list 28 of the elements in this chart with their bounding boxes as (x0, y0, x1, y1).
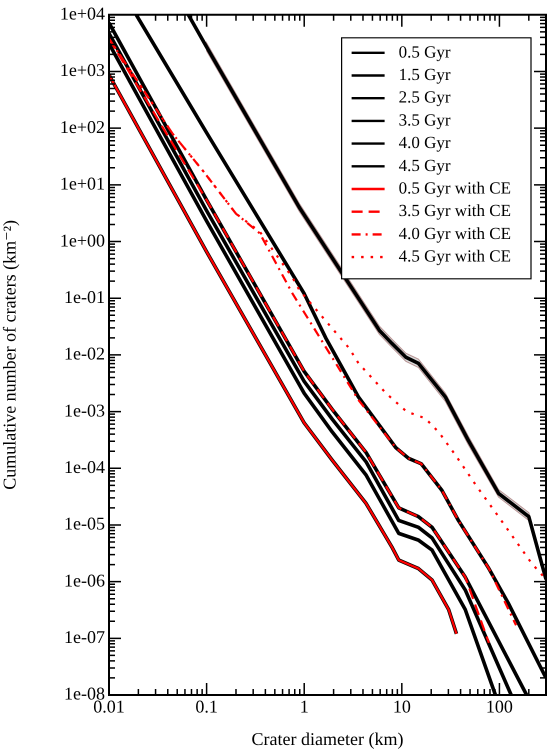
y-axis-title: Cumulative number of craters (km⁻²) (0, 220, 20, 490)
x-tick-label: 1 (300, 696, 309, 717)
legend-label: 4.0 Gyr (398, 133, 451, 152)
y-tick-label: 1e-02 (64, 344, 105, 364)
x-tick-label: 10 (392, 696, 411, 717)
legend-label: 0.5 Gyr with CE (398, 178, 512, 198)
y-tick-label: 1e+04 (60, 4, 105, 24)
x-axis-title: Crater diameter (km) (252, 728, 404, 749)
legend-label: 1.5 Gyr (398, 64, 451, 84)
legend-label: 4.5 Gyr (398, 156, 451, 175)
y-tick-label: 1e-03 (64, 400, 105, 420)
legend-label: 3.5 Gyr (398, 110, 451, 130)
legend-label: 0.5 Gyr (398, 42, 451, 62)
y-tick-label: 1e+00 (60, 230, 105, 250)
y-tick-label: 1e+03 (60, 60, 105, 80)
x-tick-label: 0.1 (195, 696, 218, 717)
y-tick-label: 1e+02 (60, 116, 105, 137)
y-tick-label: 1e-01 (64, 286, 105, 307)
y-tick-label: 1e-06 (64, 570, 105, 590)
y-tick-label: 1e+01 (60, 174, 105, 194)
legend-label: 3.5 Gyr with CE (398, 201, 512, 220)
y-tick-label: 1e-07 (64, 627, 105, 648)
legend-label: 4.5 Gyr with CE (398, 246, 512, 266)
y-tick-label: 1e-05 (64, 514, 105, 534)
legend-label: 2.5 Gyr (398, 88, 451, 107)
y-tick-label: 1e-04 (64, 457, 105, 477)
x-tick-label: 100 (486, 696, 513, 717)
legend-label: 4.0 Gyr with CE (398, 224, 512, 243)
